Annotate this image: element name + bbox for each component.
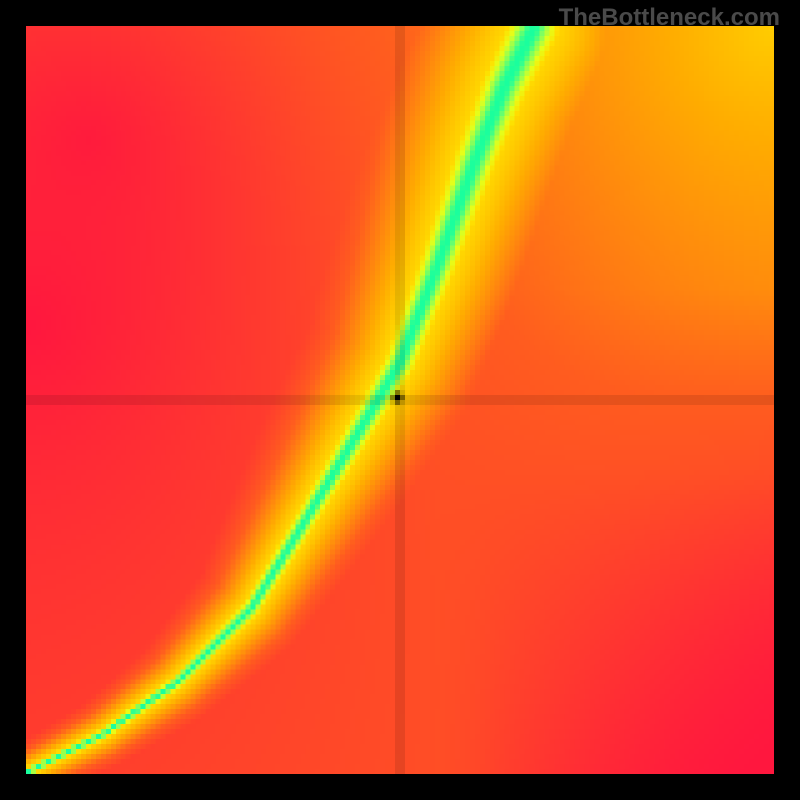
bottleneck-heatmap [26,26,774,774]
watermark-text: TheBottleneck.com [559,4,780,32]
chart-container: TheBottleneck.com [0,0,800,800]
